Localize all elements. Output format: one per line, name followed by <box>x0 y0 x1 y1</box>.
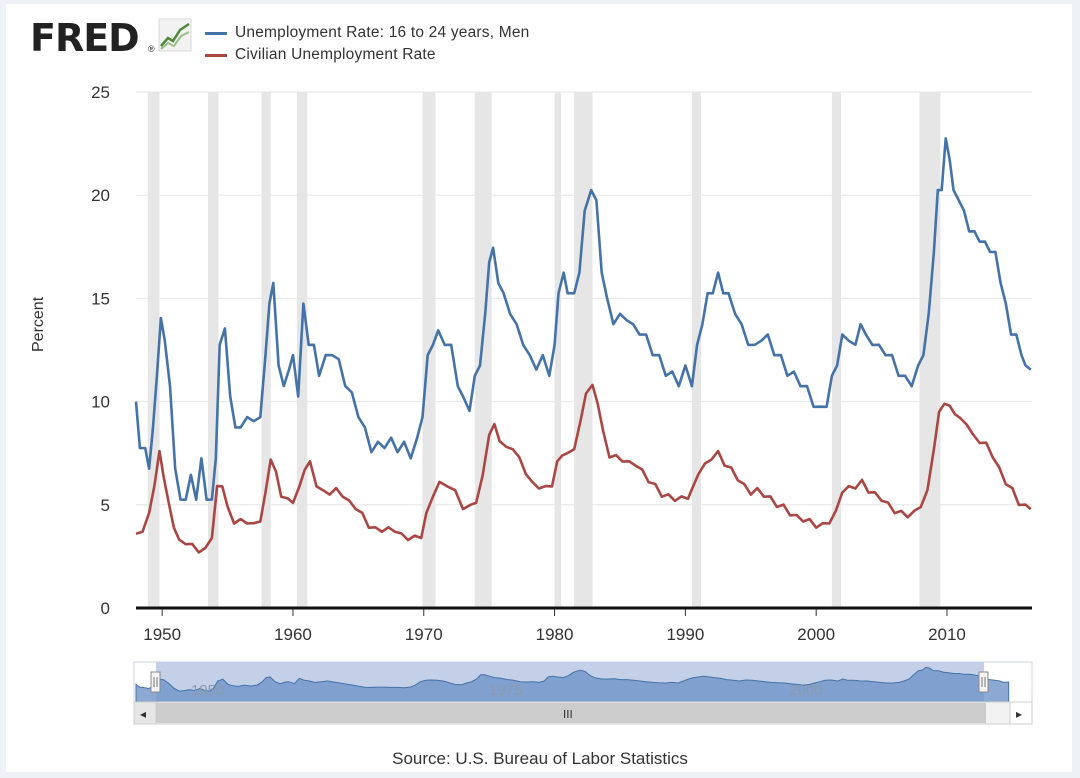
legend-item-civilian[interactable]: Civilian Unemployment Rate <box>205 44 530 66</box>
series-line-youth-men <box>134 137 1032 501</box>
x-tick-label: 1960 <box>274 625 312 644</box>
scrollbar-thumb[interactable] <box>156 703 986 723</box>
x-tick-label: 1990 <box>666 625 704 644</box>
navigator-label-2000: 2000 <box>789 682 822 699</box>
range-navigator[interactable]: 1950 1975 2000 <box>133 661 1033 703</box>
source-credit[interactable]: Source: U.S. Bureau of Labor Statistics <box>392 749 688 768</box>
line-chart-icon <box>158 18 192 52</box>
y-tick-label: 20 <box>91 186 110 205</box>
y-tick-label: 15 <box>91 289 110 308</box>
navigator-handle-left[interactable] <box>150 671 161 693</box>
recession-band <box>831 92 842 608</box>
recession-band <box>296 92 308 608</box>
recession-band <box>919 92 941 608</box>
y-tick-label: 5 <box>101 496 110 515</box>
x-tick-label: 2000 <box>797 625 835 644</box>
series-lines <box>134 137 1032 554</box>
scrollbar-grip: III <box>563 708 573 721</box>
y-tick-label: 25 <box>91 83 110 102</box>
fred-logo[interactable]: FRED <box>30 16 140 60</box>
legend-label: Unemployment Rate: 16 to 24 years, Men <box>235 24 530 41</box>
scroll-right-arrow-icon: ▸ <box>1016 707 1022 721</box>
legend-swatch-red <box>205 53 227 57</box>
logo-text: FRED <box>30 16 140 60</box>
chart-panel <box>6 4 1072 772</box>
navigator-label-1975: 1975 <box>489 682 522 699</box>
navigator-scrollbar[interactable]: ◂ III ▸ <box>133 701 1033 725</box>
legend-item-youth-men[interactable]: Unemployment Rate: 16 to 24 years, Men <box>205 22 530 44</box>
x-tick-label: 1970 <box>405 625 443 644</box>
legend-label: Civilian Unemployment Rate <box>235 46 436 63</box>
x-tick-label: 2010 <box>928 625 966 644</box>
recession-band <box>574 92 593 608</box>
y-tick-label: 0 <box>101 599 110 618</box>
recession-band <box>207 92 219 608</box>
axes: 0 5 10 15 20 25 1950 1960 1970 1980 1990 2000 2010 <box>91 83 1032 644</box>
recession-band <box>474 92 492 608</box>
scroll-right-button[interactable] <box>1009 701 1033 725</box>
series-line-civilian <box>135 383 1032 554</box>
x-tick-label: 1950 <box>143 625 181 644</box>
legend-swatch-blue <box>205 31 227 35</box>
navigator-label-1950: 1950 <box>191 682 224 699</box>
scroll-left-arrow-icon: ◂ <box>140 707 146 721</box>
recession-band <box>554 92 562 608</box>
recession-band <box>147 92 160 608</box>
registered-mark: ® <box>148 44 155 54</box>
x-tick-label: 1980 <box>536 625 574 644</box>
navigator-series-area <box>135 666 1010 703</box>
navigator-handle-right[interactable] <box>978 671 989 693</box>
y-tick-label: 10 <box>91 393 110 412</box>
chart-legend: Unemployment Rate: 16 to 24 years, Men C… <box>205 22 530 66</box>
